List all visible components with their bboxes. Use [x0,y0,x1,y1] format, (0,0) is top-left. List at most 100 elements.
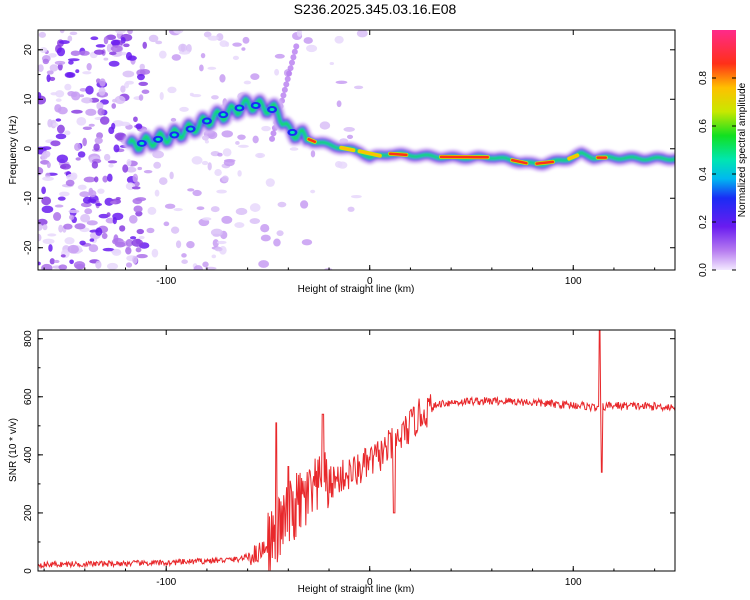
noise-blob [54,259,60,264]
ridge-blob-core [253,103,259,108]
noise-blob [137,166,143,171]
noise-blob [127,55,137,61]
noise-blob [46,70,54,75]
noise-blob [105,34,117,41]
noise-blob [139,63,145,71]
noise-blob [138,81,149,86]
noise-blob [217,152,223,157]
spectrogram-ytick-label: -10 [23,191,34,206]
spectrogram-ytick-label: 10 [23,93,34,105]
noise-blob [95,260,102,269]
snr-xlabel: Height of straight line (km) [298,584,415,595]
noise-blob [112,212,124,221]
noise-blob [347,206,355,212]
noise-blob [192,189,202,197]
noise-blob [46,161,51,169]
noise-blob [136,254,148,259]
noise-blob [64,237,75,245]
noise-blob [93,49,105,55]
hotspot-core [339,146,355,152]
noise-blob [58,264,68,270]
snr-xtick-label: -100 [156,577,176,588]
noise-blob [41,205,54,214]
noise-blob [111,248,122,256]
noise-blob [41,146,52,151]
noise-blob [103,36,109,45]
noise-blob [88,244,99,253]
noise-blob [237,144,249,148]
noise-blob [336,100,342,108]
noise-blob [169,171,174,180]
noise-blob [232,55,239,61]
noise-blob [86,62,92,71]
hotspot-core [388,152,408,157]
noise-blob [204,266,217,270]
noise-blob [74,263,85,270]
streak-blob [284,75,291,82]
noise-blob [210,206,220,213]
noise-blob [79,240,86,246]
noise-blob [289,147,299,151]
noise-blob [82,71,92,75]
noise-blob [132,255,138,264]
snr-xtick-label: 0 [367,577,373,588]
noise-blob [138,235,145,240]
noise-blob [167,86,177,94]
noise-blob [41,152,48,160]
noise-blob [133,205,143,213]
noise-blob [42,224,48,231]
noise-blob [56,124,65,134]
noise-blob [235,140,240,145]
noise-blob [95,227,103,236]
noise-blob [57,196,66,201]
noise-blob [103,57,109,61]
noise-blob [303,37,313,44]
noise-blob [237,170,242,177]
snr-panel: -100 0 100 0 200 400 600 800 Height of straight… [8,329,676,595]
noise-blob [109,51,117,56]
noise-blob [319,121,331,130]
noise-blob [79,50,90,56]
noise-blob [75,69,80,74]
noise-blob [163,221,170,227]
snr-series-line [38,330,675,571]
noise-blob [86,220,98,226]
streak-blob [288,59,295,66]
noise-blob [200,53,206,59]
snr-ytick-label: 800 [23,330,34,347]
noise-blob [310,150,316,158]
noise-blob [187,188,195,192]
noise-blob [175,240,182,249]
noise-blob [108,60,120,67]
noise-blob [219,74,226,83]
noise-blob [164,203,176,209]
noise-blob [122,70,135,78]
noise-blob [346,134,354,140]
noise-blob [201,135,210,141]
noise-blob [222,148,232,157]
colorbar-ticks: 0.0 0.2 0.4 0.6 0.8 [698,71,736,277]
noise-blob [130,236,137,240]
noise-blob [126,159,132,167]
noise-blob [42,176,54,181]
noise-blob [69,31,78,36]
hotspot-core [535,160,555,165]
noise-blob [148,34,159,43]
hotspot-core [567,154,579,160]
streak-blob [286,70,293,77]
streak-blob [281,86,288,93]
noise-blob [210,228,223,237]
noise-blob [193,265,203,270]
noise-blob [55,90,65,98]
noise-blob [296,30,303,37]
noise-blob [102,247,115,252]
ridge-hotspots [306,137,608,166]
noise-blob [94,137,103,145]
noise-blob [211,95,219,100]
noise-blob [102,175,108,183]
noise-blob [137,73,145,81]
noise-blob [143,169,153,174]
noise-blob [221,215,233,224]
noise-blob [66,173,77,181]
snr-ytick-label: 200 [23,504,34,521]
